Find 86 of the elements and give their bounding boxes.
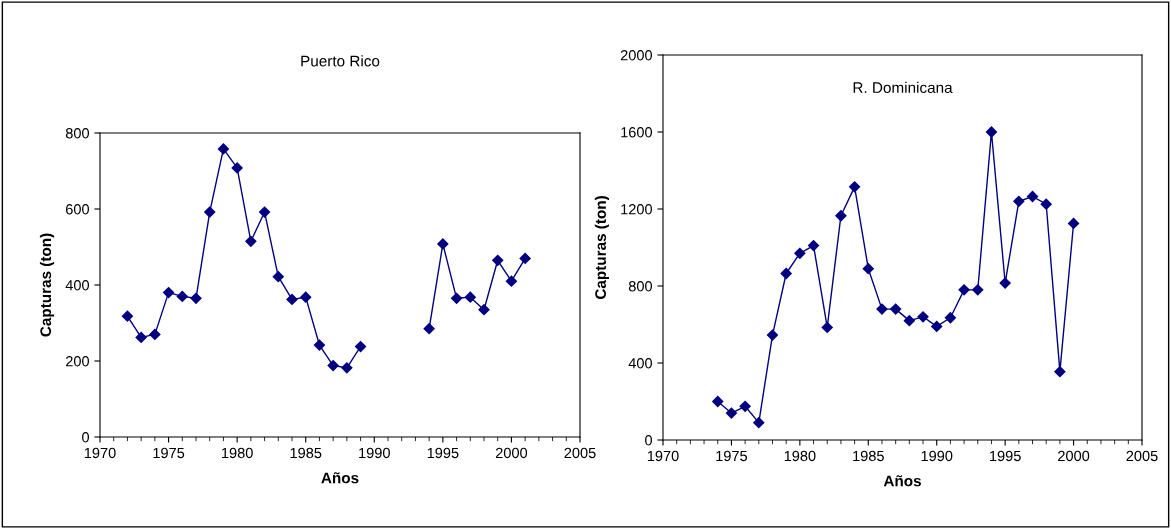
point [876, 303, 888, 315]
x-tick-label: 1985 [853, 450, 884, 462]
point [492, 254, 504, 266]
point [135, 331, 147, 344]
point [794, 247, 806, 259]
x-tick-label: 1985 [290, 447, 322, 459]
y-tick-label: 0 [82, 432, 90, 443]
y-tick-label: 1200 [621, 204, 653, 215]
point [190, 292, 202, 304]
point [300, 291, 312, 303]
y-tick-label: 800 [65, 128, 90, 139]
point [176, 290, 188, 303]
x-axis-title: Años [883, 475, 921, 487]
point [725, 407, 738, 419]
point [917, 311, 929, 323]
point [121, 310, 134, 322]
point [313, 339, 326, 351]
y-axis-title: Capturas (ton) [39, 233, 55, 337]
point [272, 271, 284, 283]
point [478, 304, 490, 316]
point [985, 126, 998, 138]
x-tick-label: 1990 [359, 447, 390, 459]
point [1013, 195, 1025, 207]
x-tick-label: 2000 [495, 447, 528, 459]
point [437, 238, 449, 250]
chart-title: Puerto Rico [301, 55, 380, 67]
point [766, 329, 779, 341]
x-tick-label: 1970 [647, 450, 679, 462]
x-axis-title: Años [321, 472, 359, 484]
point [753, 417, 765, 429]
point [354, 340, 367, 353]
point [505, 275, 518, 287]
point [1026, 190, 1039, 203]
y-tick-label: 200 [65, 356, 90, 367]
point [231, 162, 243, 174]
x-tick-label: 1995 [990, 450, 1021, 462]
point [162, 286, 175, 299]
x-tick-label: 2000 [1058, 450, 1090, 462]
point [903, 315, 915, 327]
point [1040, 198, 1052, 210]
point [327, 359, 339, 372]
point [1067, 217, 1080, 230]
y-tick-label: 400 [628, 358, 653, 369]
point [464, 291, 476, 303]
point [258, 206, 271, 218]
point [519, 252, 531, 265]
x-tick-label: 1975 [153, 447, 185, 459]
point [450, 292, 463, 304]
x-tick-label: 2005 [564, 447, 596, 459]
point [999, 277, 1011, 289]
x-tick-label: 1975 [716, 450, 748, 462]
text: R. Dominicana [853, 81, 953, 94]
point [890, 303, 902, 315]
point [217, 143, 230, 155]
y-tick-label: 2000 [620, 50, 653, 61]
point [423, 323, 435, 335]
point [204, 206, 216, 218]
y-tick-label: 1600 [621, 127, 653, 138]
point [972, 284, 984, 296]
point [958, 284, 970, 296]
point [286, 293, 298, 306]
y-axis-title: Capturas (ton) [594, 196, 610, 300]
point [780, 267, 792, 280]
x-tick-label: 1980 [222, 447, 253, 459]
x-tick-label: 2005 [1126, 450, 1158, 462]
point [848, 181, 861, 193]
point [862, 263, 874, 275]
y-tick-label: 600 [65, 204, 90, 215]
x-tick-label: 1990 [921, 450, 953, 462]
x-tick-label: 1980 [784, 450, 816, 462]
point [944, 312, 957, 324]
point [807, 239, 820, 252]
x-tick-label: 1970 [84, 447, 116, 459]
point [149, 328, 161, 341]
y-tick-label: 800 [628, 281, 653, 292]
point [1054, 366, 1066, 378]
y-tick-label: 400 [65, 280, 90, 291]
point [712, 395, 724, 408]
point [835, 210, 847, 222]
point [821, 321, 833, 333]
point [245, 235, 257, 247]
point [341, 362, 353, 374]
y-tick-label: 0 [645, 435, 653, 446]
point [739, 400, 751, 412]
point [931, 320, 943, 333]
x-tick-label: 1995 [427, 447, 459, 459]
